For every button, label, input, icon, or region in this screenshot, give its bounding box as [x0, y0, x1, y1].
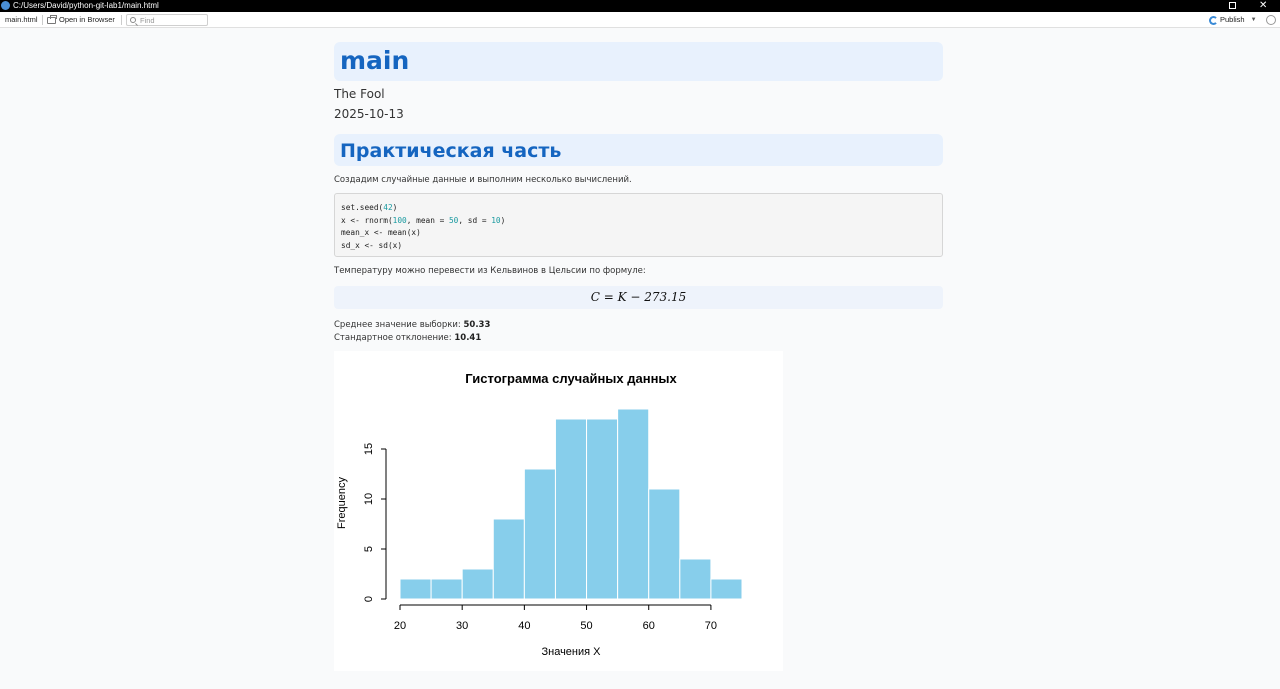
chart-title: Гистограмма случайных данных: [465, 371, 677, 386]
section-heading-block: Практическая часть: [334, 134, 943, 166]
code-block: set.seed(42) x <- rnorm(100, mean = 50, …: [334, 193, 943, 257]
histogram-bar: [617, 408, 650, 600]
find-input[interactable]: [140, 15, 200, 25]
histogram-bar: [523, 468, 556, 600]
mean-value: 50.33: [463, 320, 491, 330]
close-window-button[interactable]: ✕: [1259, 0, 1268, 11]
formula: C = K − 273.15: [334, 286, 943, 309]
author: The Fool: [334, 87, 385, 101]
rstudio-icon: [1, 1, 10, 10]
publish-label: Publish: [1220, 15, 1245, 24]
x-axis-label: Значения X: [541, 646, 601, 658]
chevron-down-icon[interactable]: ▼: [1250, 17, 1257, 23]
open-in-browser-label: Open in Browser: [59, 15, 115, 24]
histogram-svg: Гистограмма случайных данных Значения X …: [336, 371, 743, 658]
restore-window-button[interactable]: [1229, 2, 1236, 9]
x-tick-label: 30: [456, 620, 468, 632]
date: 2025-10-13: [334, 107, 404, 121]
file-tab[interactable]: main.html: [5, 15, 38, 24]
histogram-bar: [430, 578, 463, 600]
title-block: main: [334, 42, 943, 81]
histogram-bar: [461, 568, 494, 600]
publish-icon: [1209, 15, 1218, 25]
code-line: sd_x <- sd(x): [341, 240, 403, 250]
y-tick-label: 5: [363, 546, 375, 552]
x-tick-label: 60: [643, 620, 655, 632]
window-title: C:/Users/David/python-git-lab1/main.html: [13, 1, 159, 10]
x-tick-label: 20: [394, 620, 406, 632]
y-tick-label: 15: [363, 443, 375, 455]
histogram-bar: [710, 578, 743, 600]
sd-value: 10.41: [454, 333, 482, 343]
toolbar-divider: [121, 15, 122, 25]
code-line: set.seed(42): [341, 203, 398, 212]
code-line: x <- rnorm(100, mean = 50, sd = 10): [341, 215, 506, 225]
toolbar-divider: [42, 15, 43, 25]
histogram-bar: [648, 488, 681, 600]
intro-paragraph: Создадим случайные данные и выполним нес…: [334, 175, 632, 185]
code-line: mean_x <- mean(x): [341, 228, 421, 237]
x-tick-label: 70: [705, 620, 717, 632]
page-title: main: [340, 46, 410, 75]
y-tick-label: 10: [363, 493, 375, 505]
sd-stat: Стандартное отклонение: 10.41: [334, 333, 482, 343]
open-in-browser-button[interactable]: Open in Browser: [47, 14, 115, 26]
search-icon: [130, 17, 136, 23]
y-axis-label: Frequency: [336, 477, 348, 529]
find-box[interactable]: [126, 14, 208, 26]
histogram-bar: [586, 418, 619, 600]
x-tick-label: 50: [580, 620, 592, 632]
histogram-plot: Гистограмма случайных данных Значения X …: [334, 351, 783, 671]
y-tick-label: 0: [363, 596, 375, 602]
formula-intro: Температуру можно перевести из Кельвинов…: [334, 266, 646, 276]
histogram-bar: [554, 418, 588, 600]
refresh-icon[interactable]: [1266, 15, 1276, 25]
publish-button[interactable]: Publish ▼: [1209, 14, 1257, 26]
histogram-bar: [492, 518, 525, 600]
x-tick-label: 40: [518, 620, 530, 632]
histogram-bar: [399, 578, 432, 600]
window-titlebar: C:/Users/David/python-git-lab1/main.html…: [0, 0, 1280, 12]
histogram-bar: [679, 558, 712, 600]
mean-stat: Среднее значение выборки: 50.33: [334, 320, 491, 330]
browser-icon: [47, 14, 57, 24]
section-heading: Практическая часть: [340, 140, 562, 162]
viewer-toolbar: main.html Open in Browser Publish ▼: [0, 12, 1280, 28]
